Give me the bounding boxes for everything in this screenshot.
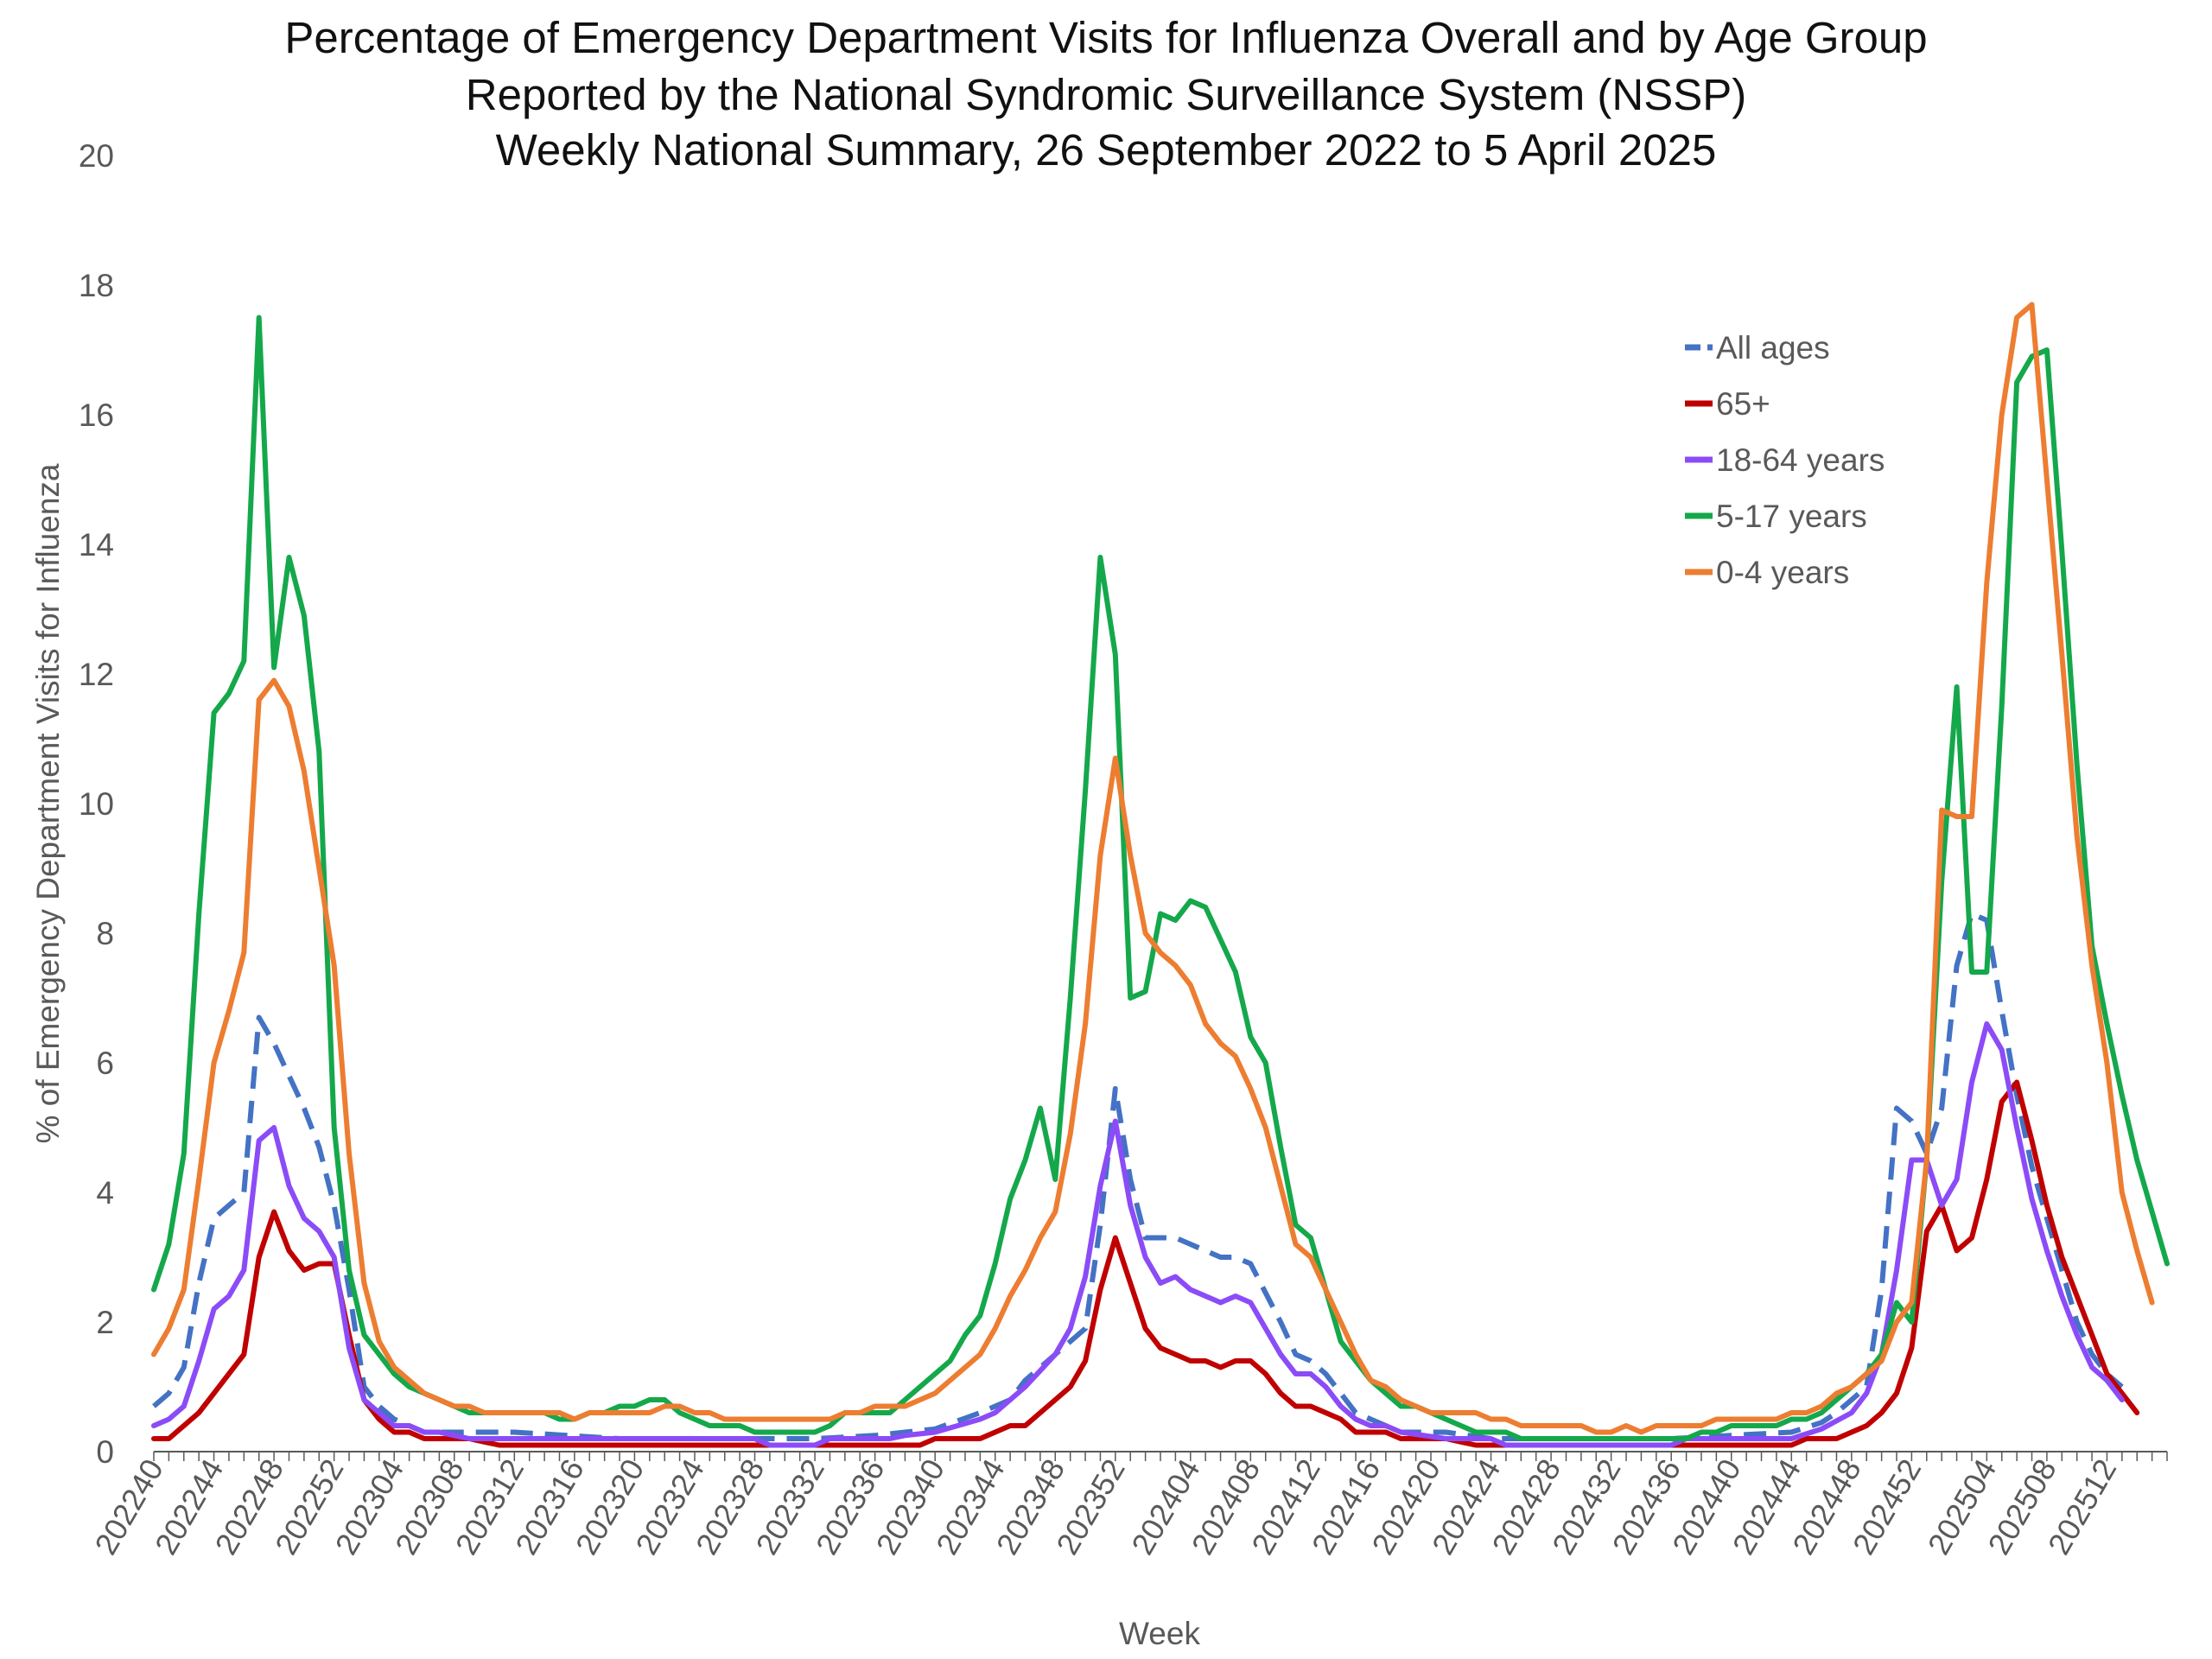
y-axis: 0 2 4 6 8 10 12 14 16 18 20 <box>79 138 114 1470</box>
series-line-all-ages <box>152 911 2124 1441</box>
legend-label: 0-4 years <box>1716 555 1849 590</box>
y-tick-label: 20 <box>79 138 114 174</box>
x-axis-label: Week <box>1119 1616 1200 1651</box>
x-axis: 2022402022442022482022522023042023082023… <box>87 1451 2168 1560</box>
legend-label: 18-64 years <box>1716 442 1885 478</box>
y-axis-label: % of Emergency Department Visits for Inf… <box>30 463 66 1143</box>
series-line-0-4-years <box>151 302 2155 1435</box>
series-lines <box>151 302 2170 1448</box>
y-tick-label: 12 <box>79 657 114 692</box>
y-tick-label: 10 <box>79 786 114 822</box>
series-line-18-64-years <box>151 1021 2125 1448</box>
y-tick-label: 8 <box>96 916 114 951</box>
legend-label: All ages <box>1716 330 1830 365</box>
legend-label: 65+ <box>1716 386 1770 422</box>
chart-title-line-2: Reported by the National Syndromic Surve… <box>465 70 1747 119</box>
y-tick-label: 6 <box>96 1046 114 1081</box>
y-tick-label: 16 <box>79 397 114 433</box>
legend: All ages 65+ 18-64 years 5-17 years 0-4 year… <box>1685 330 1885 590</box>
y-tick-label: 2 <box>96 1305 114 1340</box>
series-line-65- <box>151 1079 2140 1448</box>
y-tick-label: 0 <box>96 1434 114 1470</box>
y-tick-label: 18 <box>79 268 114 303</box>
chart-title-line-3: Weekly National Summary, 26 September 20… <box>495 125 1717 175</box>
y-tick-label: 14 <box>79 527 114 563</box>
legend-label: 5-17 years <box>1716 499 1867 534</box>
y-tick-label: 4 <box>96 1175 114 1211</box>
series-line-5-17-years <box>151 315 2170 1441</box>
chart-title-line-1: Percentage of Emergency Department Visit… <box>284 13 1928 62</box>
